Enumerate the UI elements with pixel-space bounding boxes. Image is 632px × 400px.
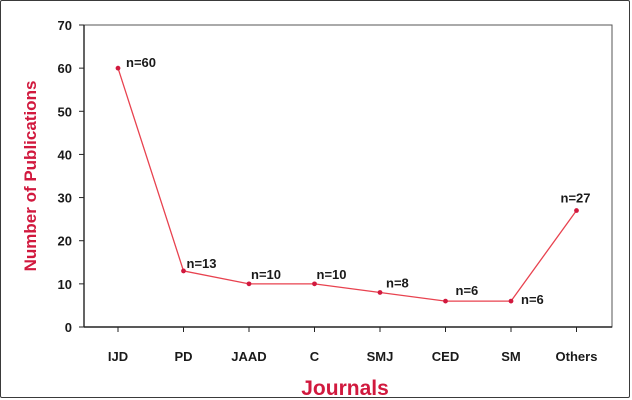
x-tick-label: IJD	[108, 349, 128, 364]
data-label: n=13	[187, 256, 217, 271]
data-point	[377, 290, 383, 295]
data-point	[181, 268, 186, 274]
y-axis-title: Number of Publications	[21, 81, 40, 272]
data-point	[246, 281, 252, 287]
data-label: n=6	[456, 283, 479, 298]
data-points	[115, 65, 579, 304]
data-label: n=6	[521, 292, 544, 307]
data-label: n=10	[317, 267, 347, 282]
y-tick-label: 60	[58, 61, 72, 76]
x-tick-labels: IJD PD JAAD C SMJ CED SM Others	[108, 349, 598, 364]
y-tick-label: 10	[58, 277, 72, 292]
y-tick-label: 40	[58, 147, 72, 162]
plot-border	[83, 24, 613, 328]
x-tick-label: SMJ	[367, 349, 394, 364]
data-label: n=27	[561, 191, 591, 206]
y-tick-label: 50	[58, 104, 72, 119]
data-point	[574, 208, 579, 213]
y-tick-label: 30	[58, 191, 72, 206]
data-point	[312, 281, 317, 287]
data-label: n=8	[386, 275, 409, 290]
axes	[79, 24, 613, 332]
data-point	[115, 65, 121, 71]
data-label: n=60	[126, 55, 156, 70]
x-tick-label: SM	[501, 349, 521, 364]
y-tick-label: 20	[58, 234, 72, 249]
x-axis-title: Journals	[301, 377, 389, 400]
x-tick-label: PD	[174, 349, 192, 364]
y-tick-label: 70	[58, 18, 72, 33]
data-labels: n=60 n=13 n=10 n=10 n=8 n=6 n=6 n=27	[126, 55, 591, 307]
x-tick-label: CED	[432, 349, 459, 364]
series-line	[117, 67, 578, 302]
y-tick-label: 0	[65, 320, 72, 335]
data-label: n=10	[251, 267, 281, 282]
x-tick-label: C	[310, 349, 320, 364]
data-point	[508, 298, 514, 304]
data-point	[443, 298, 448, 304]
x-tick-label: JAAD	[231, 349, 266, 364]
x-tick-label: Others	[556, 349, 598, 364]
y-tick-labels: 0 10 20 30 40 50 60 70	[58, 18, 72, 335]
